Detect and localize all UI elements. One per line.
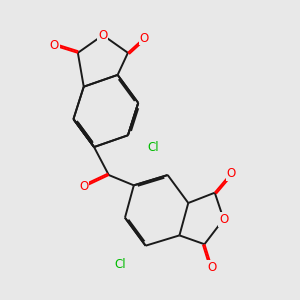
Text: O: O <box>226 167 236 180</box>
Text: Cl: Cl <box>147 141 159 154</box>
Text: O: O <box>98 29 107 42</box>
Text: O: O <box>79 180 88 193</box>
Text: O: O <box>140 32 149 45</box>
Text: O: O <box>50 39 59 52</box>
Text: O: O <box>219 213 228 226</box>
Text: O: O <box>207 261 217 274</box>
Text: Cl: Cl <box>115 258 126 271</box>
